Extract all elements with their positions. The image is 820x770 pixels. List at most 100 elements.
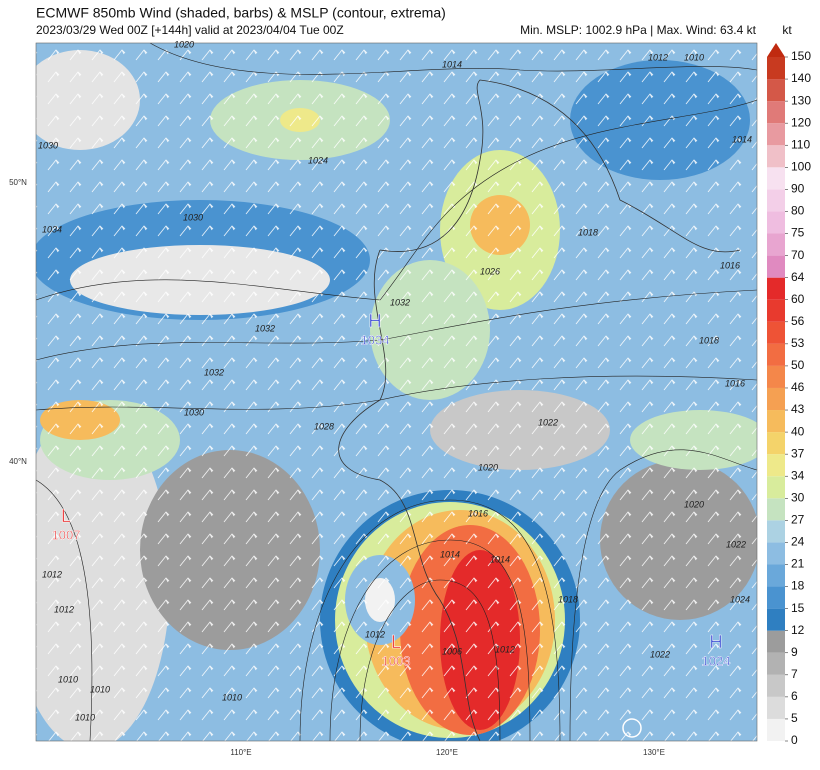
contour-label: 1016 — [725, 378, 745, 388]
colorbar-band — [767, 167, 785, 190]
colorbar-label: 30 — [791, 490, 805, 504]
contour-label: 1020 — [174, 39, 194, 49]
colorbar-band — [767, 476, 785, 499]
contour-label: 1010 — [90, 684, 110, 694]
contour-label: 1016 — [468, 508, 488, 518]
colorbar-band — [767, 564, 785, 587]
contour-label: 1014 — [440, 549, 460, 559]
colorbar-band — [767, 255, 785, 278]
colorbar-band — [767, 79, 785, 102]
contour-label: 1012 — [648, 52, 668, 62]
colorbar-band — [767, 630, 785, 653]
colorbar-label: 24 — [791, 535, 805, 549]
contour-label: 1010 — [222, 692, 242, 702]
colorbar-band — [767, 211, 785, 234]
colorbar-band — [767, 365, 785, 388]
center-value: 1007 — [52, 527, 81, 542]
center-symbol: H — [710, 632, 723, 652]
colorbar-band — [767, 57, 785, 80]
contour-label: 1006 — [442, 646, 462, 656]
colorbar-label: 64 — [791, 270, 805, 284]
colorbar-label: 12 — [791, 623, 805, 637]
colorbar-label: 140 — [791, 71, 811, 85]
contour-label: 1012 — [495, 644, 515, 654]
center-symbol: L — [391, 632, 401, 652]
colorbar-label: 130 — [791, 93, 811, 107]
contour-label: 1010 — [75, 712, 95, 722]
colorbar-band — [767, 608, 785, 631]
colorbar: 0567912151821242730343740434650535660647… — [767, 43, 811, 747]
colorbar-band — [767, 432, 785, 455]
colorbar-label: 15 — [791, 601, 805, 615]
colorbar-label: 9 — [791, 645, 798, 659]
contour-label: 1014 — [732, 134, 752, 144]
colorbar-label: 5 — [791, 711, 798, 725]
colorbar-band — [767, 189, 785, 212]
contour-label: 1030 — [184, 407, 204, 417]
colorbar-band — [767, 123, 785, 146]
colorbar-label: 43 — [791, 402, 805, 416]
colorbar-band — [767, 233, 785, 256]
colorbar-label: 0 — [791, 733, 798, 747]
colorbar-extension — [767, 43, 785, 57]
contour-label: 1016 — [720, 260, 740, 270]
colorbar-unit: kt — [782, 23, 792, 37]
colorbar-band — [767, 454, 785, 477]
colorbar-label: 110 — [791, 137, 810, 151]
colorbar-label: 80 — [791, 204, 805, 218]
colorbar-label: 75 — [791, 226, 805, 240]
contour-label: 1010 — [684, 52, 704, 62]
subtitle: 2023/03/29 Wed 00Z [+144h] valid at 2023… — [36, 23, 344, 37]
colorbar-label: 50 — [791, 358, 805, 372]
contour-label: 1028 — [314, 421, 334, 431]
colorbar-band — [767, 343, 785, 366]
contour-label: 1034 — [42, 224, 62, 234]
colorbar-band — [767, 145, 785, 168]
colorbar-label: 27 — [791, 513, 805, 527]
contour-label: 1030 — [183, 212, 203, 222]
contour-label: 1022 — [726, 539, 746, 549]
colorbar-label: 21 — [791, 557, 805, 571]
colorbar-label: 7 — [791, 667, 798, 681]
colorbar-label: 34 — [791, 468, 805, 482]
colorbar-label: 70 — [791, 248, 805, 262]
title: ECMWF 850mb Wind (shaded, barbs) & MSLP … — [36, 5, 446, 21]
colorbar-band — [767, 299, 785, 322]
contour-label: 1030 — [38, 140, 58, 150]
contour-label: 1014 — [490, 554, 510, 564]
colorbar-band — [767, 498, 785, 521]
center-symbol: L — [61, 506, 71, 526]
info: Min. MSLP: 1002.9 hPa | Max. Wind: 63.4 … — [520, 23, 757, 37]
colorbar-band — [767, 387, 785, 411]
contour-label: 1024 — [730, 594, 750, 604]
lon-label: 110°E — [230, 748, 251, 757]
center-value: 1034 — [361, 332, 390, 347]
colorbar-label: 18 — [791, 579, 805, 593]
colorbar-label: 150 — [791, 49, 811, 63]
borders — [338, 79, 741, 741]
contour-label: 1026 — [480, 266, 500, 276]
colorbar-band — [767, 101, 785, 124]
colorbar-band — [767, 696, 785, 719]
colorbar-label: 90 — [791, 182, 805, 196]
colorbar-label: 120 — [791, 115, 811, 129]
colorbar-label: 37 — [791, 446, 805, 460]
contour-label: 1018 — [578, 227, 598, 237]
lat-label: 50°N — [9, 178, 27, 187]
colorbar-band — [767, 277, 785, 300]
contour-label: 1014 — [442, 59, 462, 69]
colorbar-band — [767, 718, 785, 741]
lon-label: 120°E — [436, 748, 458, 757]
contour-label: 1010 — [58, 674, 78, 684]
contour-label: 1012 — [42, 569, 62, 579]
contour-label: 1012 — [365, 629, 385, 639]
contour-label: 1020 — [684, 499, 704, 509]
contour-label: 1020 — [478, 462, 498, 472]
watermark-icon — [622, 718, 642, 738]
center-symbol: H — [369, 311, 382, 331]
contour-label: 1032 — [204, 367, 224, 377]
contour-labels: 1020 1014 1012 1010 1030 1024 1034 1030 … — [38, 39, 752, 722]
colorbar-band — [767, 410, 785, 433]
